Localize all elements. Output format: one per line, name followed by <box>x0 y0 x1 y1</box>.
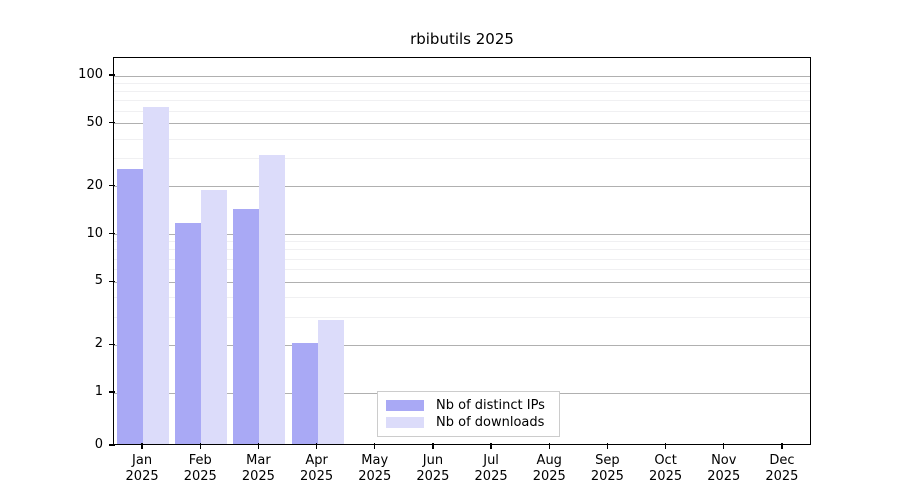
x-tick-label: Jun 2025 <box>416 453 450 484</box>
x-tick-label: Sep 2025 <box>590 453 624 484</box>
x-tick-mark <box>141 443 143 449</box>
legend-label: Nb of distinct IPs <box>436 398 545 413</box>
gridline-minor <box>114 100 810 102</box>
y-tick-label: 10 <box>86 225 103 241</box>
x-tick-label: Jul 2025 <box>474 453 508 484</box>
x-tick-mark <box>374 443 376 449</box>
x-tick-mark <box>664 443 667 449</box>
gridline-major <box>114 281 810 283</box>
gridline-minor <box>114 249 810 251</box>
gridline-minor <box>114 138 810 140</box>
bar <box>233 209 260 444</box>
x-tick-label: Feb 2025 <box>183 453 217 484</box>
gridline-minor <box>114 297 810 299</box>
gridline-major <box>114 75 810 77</box>
x-tick-label: Dec 2025 <box>765 453 799 484</box>
legend-item: Nb of distinct IPs <box>386 397 551 414</box>
gridline-minor <box>114 316 810 318</box>
bar <box>143 106 170 444</box>
y-tick-label: 2 <box>94 336 103 352</box>
y-tick-label: 50 <box>86 114 103 130</box>
x-tick-mark <box>199 443 201 449</box>
x-tick-mark <box>257 443 260 449</box>
chart-legend: Nb of distinct IPs Nb of downloads <box>377 391 560 437</box>
x-tick-mark <box>315 443 318 449</box>
y-tick-label: 20 <box>86 177 103 193</box>
gridline-minor <box>114 241 810 243</box>
bar <box>291 343 318 444</box>
x-tick-mark <box>490 443 492 449</box>
gridline-minor <box>114 90 810 92</box>
x-tick-label: Apr 2025 <box>300 453 334 484</box>
x-tick-label: Nov 2025 <box>707 453 741 484</box>
gridline-major <box>114 234 810 236</box>
y-tick-label: 100 <box>78 67 103 83</box>
gridline-major <box>114 123 810 125</box>
legend-item: Nb of downloads <box>386 414 551 431</box>
bar <box>259 154 286 444</box>
bar <box>117 169 144 444</box>
chart-title: rbibutils 2025 <box>410 30 514 48</box>
gridline-minor <box>114 110 810 112</box>
legend-swatch <box>386 417 424 428</box>
y-tick-label: 5 <box>94 273 103 289</box>
y-tick-mark <box>109 280 115 282</box>
y-tick-mark <box>109 232 115 235</box>
y-tick-mark <box>109 185 115 187</box>
x-tick-mark <box>723 443 725 449</box>
x-tick-label: Aug 2025 <box>532 453 566 484</box>
x-tick-label: Oct 2025 <box>649 453 683 484</box>
bar <box>201 190 228 444</box>
bar <box>317 320 344 444</box>
gridline-minor <box>114 269 810 271</box>
x-tick-label: Jan 2025 <box>125 453 159 484</box>
gridline-major <box>114 186 810 188</box>
y-tick-mark <box>109 74 115 76</box>
y-tick-label: 0 <box>94 437 103 452</box>
bar <box>175 222 202 444</box>
gridline-minor <box>114 158 810 160</box>
y-tick-mark <box>109 444 115 446</box>
x-tick-mark <box>606 443 609 449</box>
x-tick-mark <box>432 443 434 449</box>
x-tick-label: May 2025 <box>358 453 392 484</box>
plot-area <box>113 57 811 445</box>
x-tick-label: Mar 2025 <box>241 453 275 484</box>
gridline-minor <box>114 258 810 260</box>
legend-label: Nb of downloads <box>436 415 545 430</box>
x-tick-mark <box>548 443 550 449</box>
gridline-major <box>114 344 810 346</box>
y-tick-mark <box>109 391 115 393</box>
y-tick-label: 1 <box>94 384 103 400</box>
y-tick-mark <box>109 343 115 345</box>
x-tick-mark <box>781 443 783 449</box>
gridline-minor <box>114 82 810 84</box>
legend-swatch <box>386 400 424 411</box>
y-tick-mark <box>109 122 115 124</box>
